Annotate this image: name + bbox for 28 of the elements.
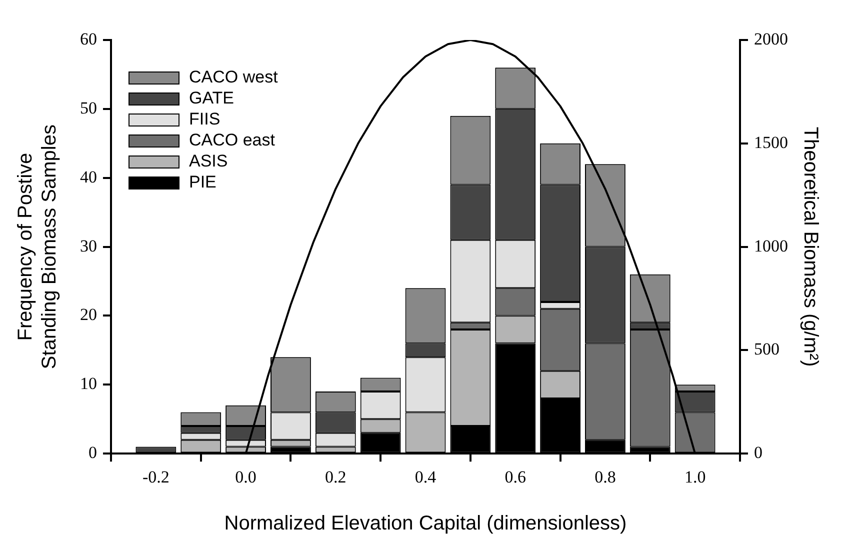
y-axis-title: Frequency of Postive Standing Biomass Samples [14, 124, 61, 370]
legend-label: CACO west [189, 68, 278, 87]
y2-tick-label: 2000 [754, 29, 788, 48]
x-tick-label: 0.0 [235, 467, 256, 486]
x-tick-label: -0.2 [142, 467, 170, 486]
legend-label: ASIS [189, 152, 228, 171]
y-tick-label: 20 [80, 305, 97, 324]
legend-label: FIIS [189, 110, 220, 129]
legend-label: PIE [189, 172, 216, 192]
y2-axis-title: Theoretical Biomass (g/m²) [799, 126, 822, 367]
x-tick-label: 1.0 [684, 467, 706, 486]
y-tick-label: 10 [80, 374, 97, 394]
legend-label: GATE [189, 88, 234, 108]
x-tick-label: 0.6 [504, 467, 526, 486]
y2-tick-label: 500 [754, 340, 780, 359]
y-tick-label: 50 [80, 98, 97, 118]
y-tick-label: 40 [80, 167, 97, 186]
y2-tick-label: 1500 [754, 132, 788, 152]
y-tick-label: 60 [80, 29, 97, 48]
x-tick-label: 0.4 [414, 467, 437, 486]
y-tick-label: 0 [88, 443, 97, 462]
x-tick-label: 0.8 [594, 467, 616, 486]
y2-tick-label: 1000 [754, 236, 788, 256]
x-tick-label: 0.2 [325, 467, 346, 486]
legend-label: CACO east [189, 130, 276, 150]
y-tick-label: 30 [80, 236, 97, 256]
y2-tick-label: 0 [754, 443, 762, 462]
x-axis-title: Normalized Elevation Capital (dimensionless) [224, 512, 627, 535]
